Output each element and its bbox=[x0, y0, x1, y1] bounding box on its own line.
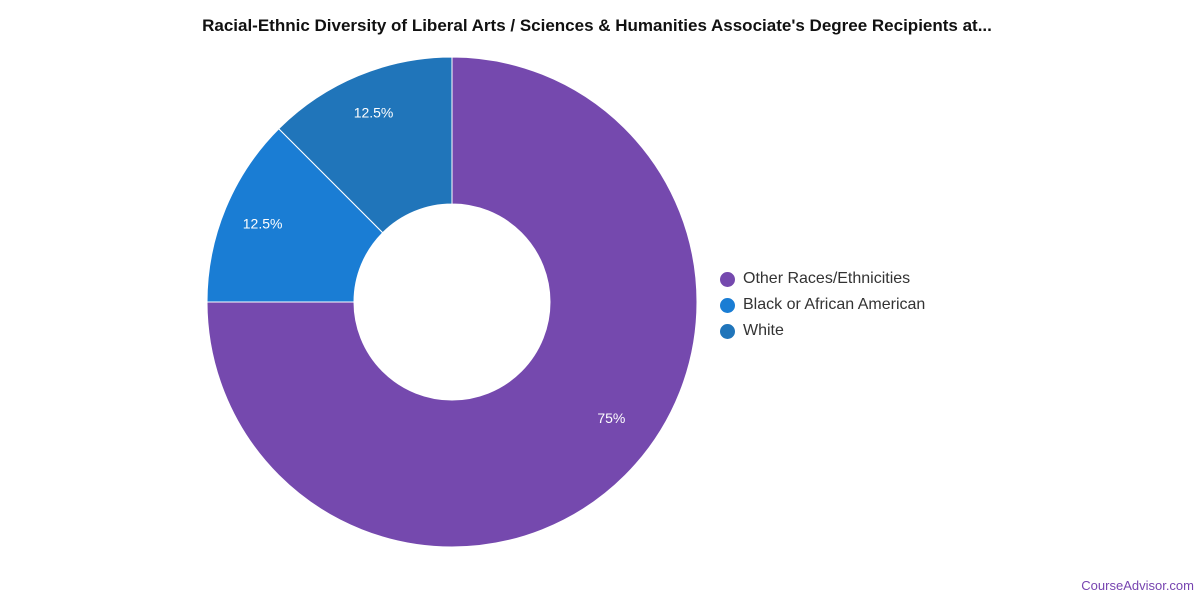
donut-data-labels: 75% 12.5% 12.5% bbox=[243, 105, 626, 426]
watermark: CourseAdvisor.com bbox=[1081, 578, 1194, 593]
donut-slice[interactable] bbox=[206, 56, 698, 548]
legend-item[interactable]: Black or African American bbox=[720, 292, 925, 318]
chart-title: Racial-Ethnic Diversity of Liberal Arts … bbox=[202, 16, 992, 35]
legend-label: White bbox=[743, 322, 784, 339]
donut-slice[interactable] bbox=[206, 128, 384, 303]
legend-swatch-icon bbox=[720, 297, 735, 313]
legend-swatch-icon bbox=[720, 323, 735, 339]
legend-item[interactable]: Other Races/Ethnicities bbox=[720, 266, 925, 292]
legend-label: Other Races/Ethnicities bbox=[743, 270, 911, 287]
slice-data-label: 75% bbox=[597, 410, 625, 426]
legend-label: Black or African American bbox=[743, 296, 926, 313]
chart-legend: Other Races/Ethnicities Black or African … bbox=[720, 266, 925, 344]
donut-slices bbox=[206, 56, 698, 548]
slice-data-label: 12.5% bbox=[354, 105, 394, 121]
legend-swatch-icon bbox=[720, 271, 735, 287]
legend-item[interactable]: White bbox=[720, 318, 925, 344]
slice-data-label: 12.5% bbox=[243, 216, 283, 232]
donut-slice[interactable] bbox=[278, 56, 453, 234]
